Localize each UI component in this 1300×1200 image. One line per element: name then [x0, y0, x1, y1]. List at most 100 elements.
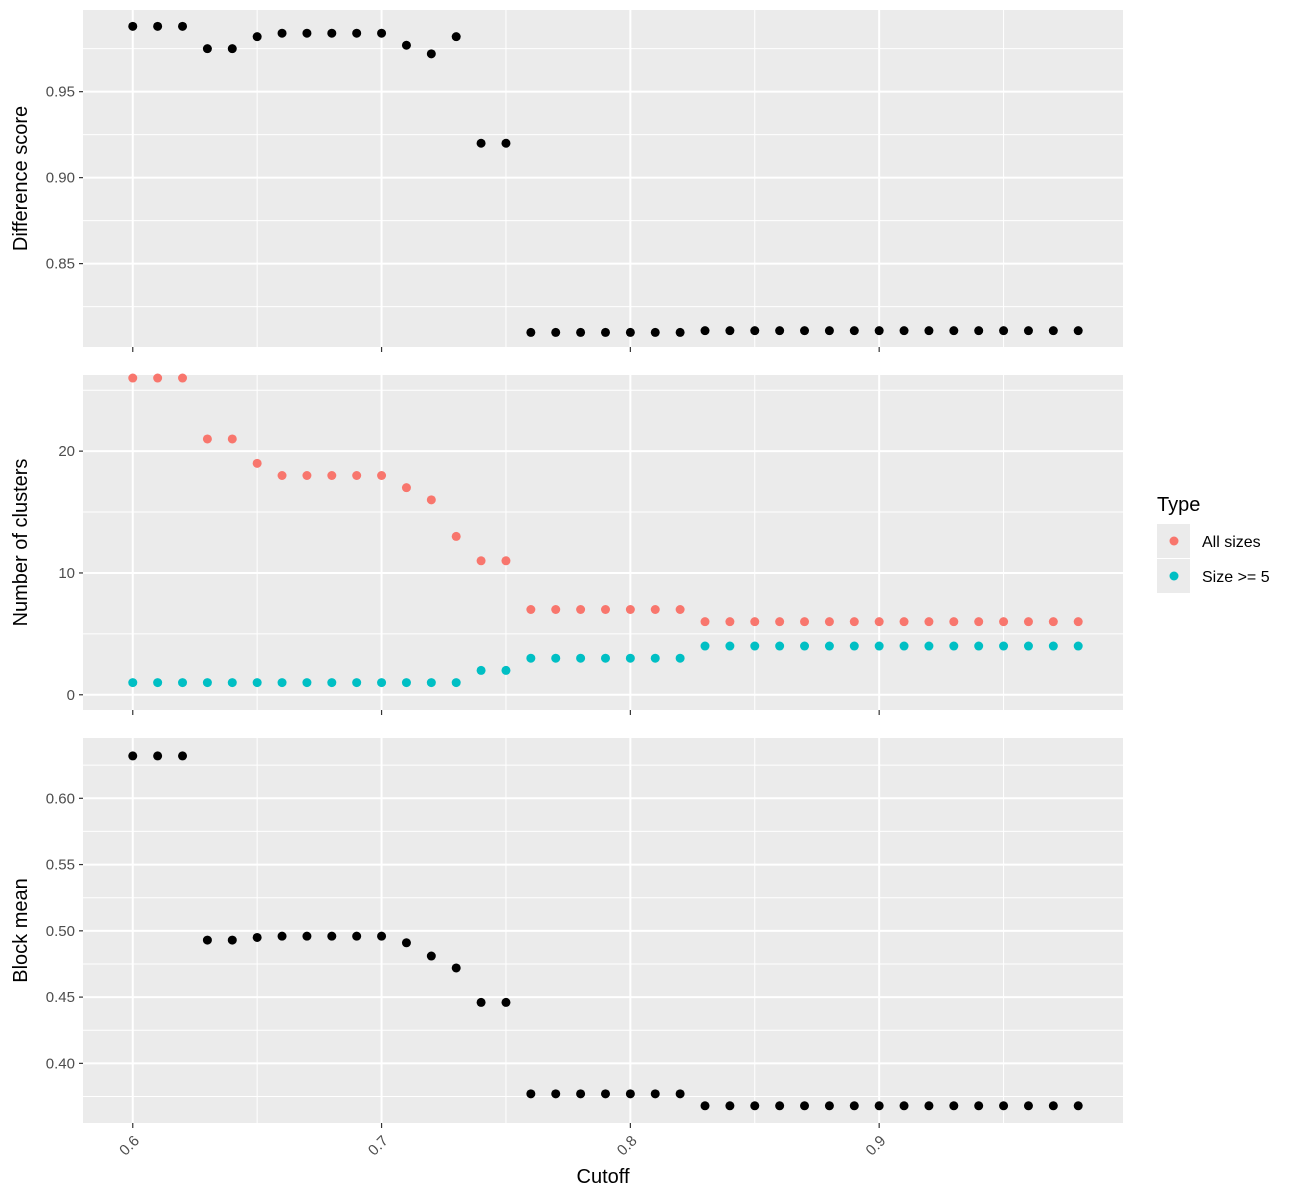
data-point: [401, 678, 411, 688]
data-point: [725, 326, 735, 336]
data-point: [178, 751, 188, 761]
data-point: [625, 605, 635, 614]
data-point: [974, 326, 984, 336]
legend-item: All sizes: [1157, 524, 1261, 558]
data-point: [1073, 326, 1083, 336]
y-tick-label: 0.95: [46, 84, 75, 101]
data-point: [700, 617, 710, 627]
y-axis-title: Number of clusters: [10, 459, 32, 627]
data-point: [849, 641, 859, 651]
data-point: [377, 931, 387, 941]
y-tick-label: 0.50: [46, 923, 75, 940]
data-point: [252, 932, 262, 942]
data-point: [476, 138, 486, 148]
data-point: [227, 434, 237, 444]
y-tick-label: 10: [58, 565, 75, 582]
data-point: [725, 617, 735, 627]
data-point: [1023, 617, 1033, 627]
data-point: [501, 665, 511, 675]
data-point: [949, 326, 959, 336]
data-point: [526, 653, 536, 663]
data-point: [750, 1101, 760, 1111]
data-point: [924, 641, 934, 651]
data-point: [874, 617, 884, 627]
data-point: [377, 28, 387, 38]
data-point: [277, 678, 287, 688]
panel-background: [83, 375, 1123, 710]
data-point: [849, 1101, 859, 1111]
data-point: [302, 471, 312, 480]
x-tick-label: 0.6: [116, 1132, 143, 1159]
data-point: [924, 1101, 934, 1111]
data-point: [800, 641, 810, 651]
panel-3: 0.40 0.45 0.50 0.55 0.60 Block mean 0.6 0.7 0.8 0…: [10, 738, 1123, 1159]
data-point: [202, 678, 212, 688]
data-point: [849, 326, 859, 336]
legend-title: Type: [1157, 494, 1200, 516]
series-1: [128, 21, 1083, 337]
data-point: [128, 678, 138, 688]
data-point: [1073, 641, 1083, 651]
data-point: [576, 327, 586, 337]
data-point: [800, 1101, 810, 1111]
data-point: [128, 373, 138, 383]
data-point: [625, 653, 635, 663]
data-point: [327, 28, 337, 38]
data-point: [824, 326, 834, 336]
data-point: [999, 641, 1009, 651]
data-point: [775, 617, 785, 627]
data-point: [178, 373, 188, 383]
data-point: [352, 678, 362, 688]
data-point: [725, 641, 735, 651]
data-point: [352, 28, 362, 38]
data-point: [949, 641, 959, 651]
series-1: [128, 373, 1083, 627]
data-point: [551, 605, 561, 614]
data-point: [352, 931, 362, 941]
data-point: [327, 931, 337, 941]
data-point: [1023, 1101, 1033, 1111]
data-point: [426, 678, 436, 688]
y-tick-label: 0.55: [46, 857, 75, 874]
data-point: [775, 641, 785, 651]
data-point: [526, 1089, 536, 1099]
data-point: [202, 44, 212, 54]
data-point: [426, 951, 436, 961]
data-point: [1073, 1101, 1083, 1111]
data-point: [650, 605, 660, 614]
data-point: [327, 471, 337, 480]
data-point: [899, 641, 909, 651]
legend-item-label: Size >= 5: [1202, 569, 1270, 586]
data-point: [874, 641, 884, 651]
data-point: [999, 1101, 1009, 1111]
data-point: [227, 44, 237, 54]
data-point: [949, 617, 959, 627]
data-point: [377, 678, 387, 688]
data-point: [451, 531, 461, 541]
data-point: [476, 997, 486, 1007]
data-point: [750, 641, 760, 651]
x-tick-label: 0.7: [365, 1132, 392, 1159]
x-axis-title: Cutoff: [577, 1166, 630, 1188]
data-point: [302, 28, 312, 38]
data-point: [600, 653, 610, 663]
data-point: [949, 1101, 959, 1111]
data-point: [750, 617, 760, 627]
data-point: [576, 605, 586, 614]
data-point: [551, 1089, 561, 1099]
data-point: [775, 326, 785, 336]
legend-items: All sizes Size >= 5: [1157, 524, 1270, 593]
panel-1: 0.85 0.90 0.95 Difference score: [10, 10, 1123, 352]
y-tick-label: 0.40: [46, 1055, 75, 1072]
data-point: [675, 1089, 685, 1099]
data-point: [1048, 617, 1058, 627]
data-point: [675, 327, 685, 337]
data-point: [178, 21, 188, 31]
data-point: [128, 751, 138, 761]
data-point: [526, 327, 536, 337]
data-point: [1048, 1101, 1058, 1111]
data-point: [153, 751, 163, 761]
data-point: [899, 1101, 909, 1111]
data-point: [277, 931, 287, 941]
data-point: [426, 495, 436, 505]
